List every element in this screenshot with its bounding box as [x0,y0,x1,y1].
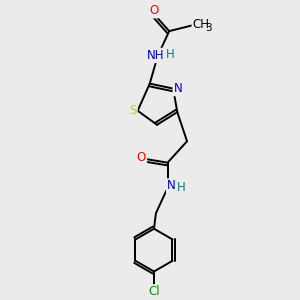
Text: CH: CH [193,18,210,31]
Text: NH: NH [147,49,164,62]
Text: H: H [177,182,186,194]
Text: N: N [174,82,182,95]
Text: Cl: Cl [148,285,160,298]
Text: O: O [137,151,146,164]
Text: H: H [166,48,175,61]
Text: N: N [167,179,176,193]
Text: O: O [149,4,158,17]
Text: 3: 3 [205,23,211,33]
Text: S: S [129,104,136,117]
